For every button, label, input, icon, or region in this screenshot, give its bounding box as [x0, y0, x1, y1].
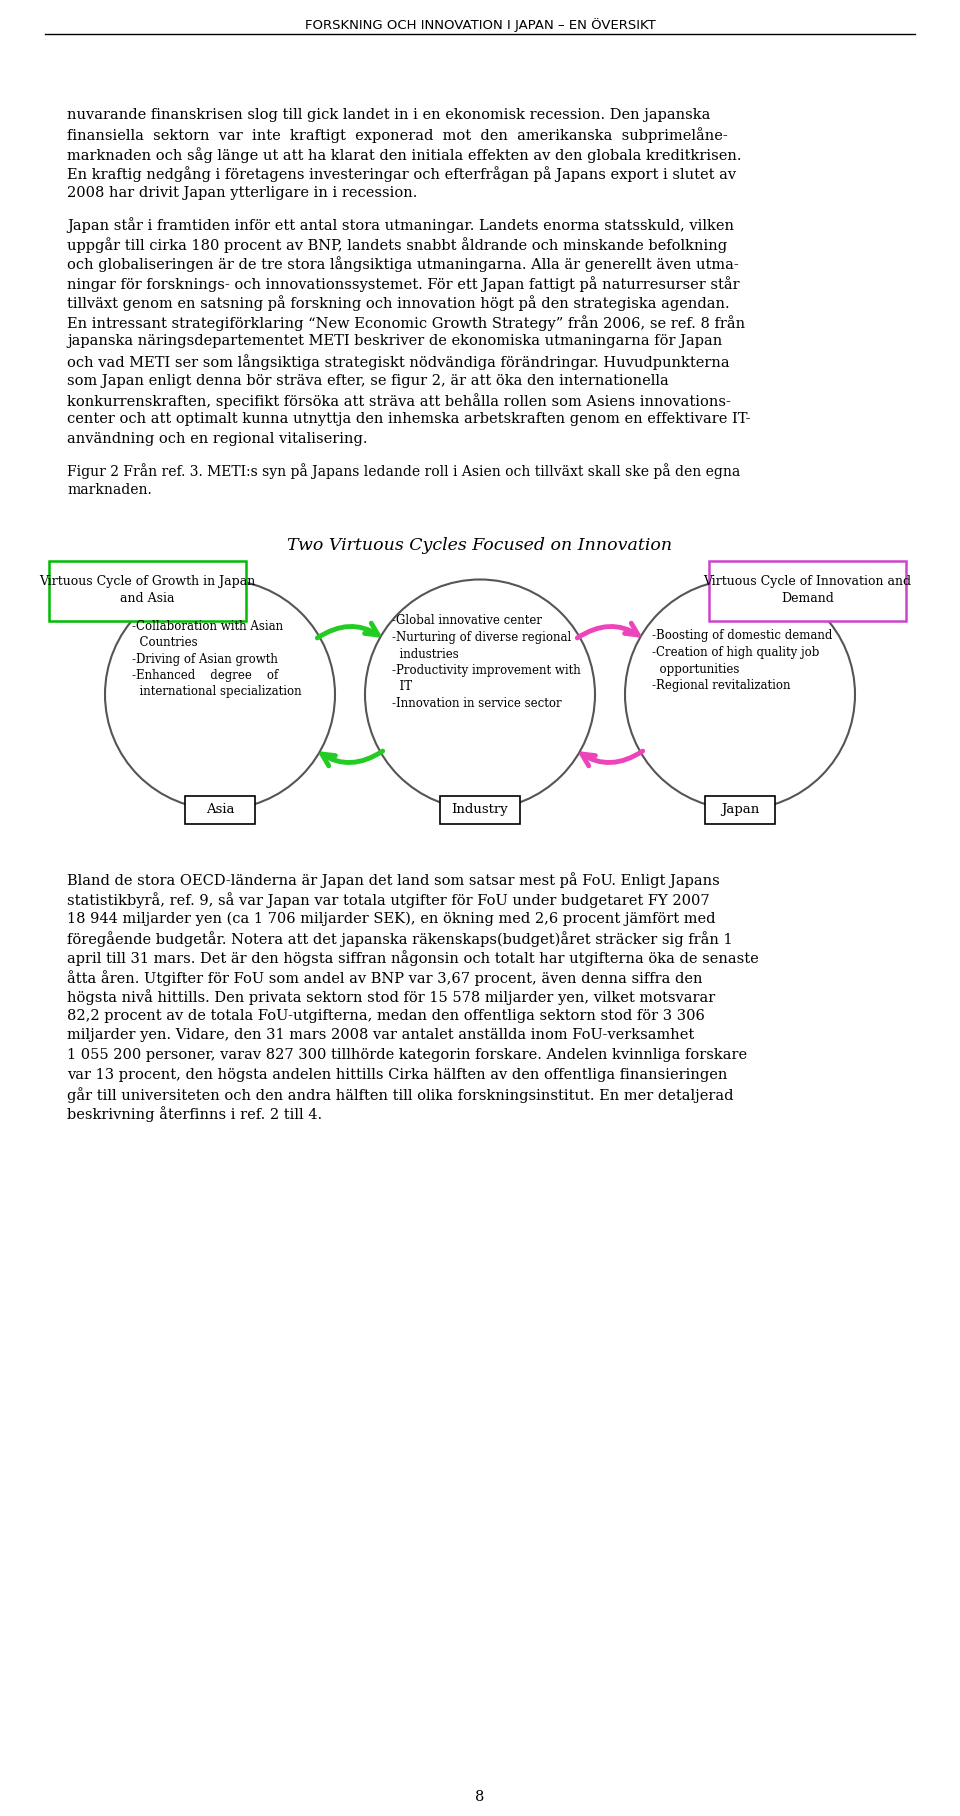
- Text: Virtuous Cycle of Growth in Japan
and Asia: Virtuous Cycle of Growth in Japan and As…: [39, 576, 255, 605]
- FancyBboxPatch shape: [440, 795, 520, 823]
- Text: var 13 procent, den högsta andelen hittills Cirka hälften av den offentliga fina: var 13 procent, den högsta andelen hitti…: [67, 1068, 728, 1082]
- Text: marknaden och såg länge ut att ha klarat den initiala effekten av den globala kr: marknaden och såg länge ut att ha klarat…: [67, 147, 741, 163]
- Text: marknaden.: marknaden.: [67, 483, 152, 498]
- Text: -Collaboration with Asian
  Countries
-Driving of Asian growth
-Enhanced    degr: -Collaboration with Asian Countries -Dri…: [132, 619, 301, 699]
- Text: åtta åren. Utgifter för FoU som andel av BNP var 3,67 procent, även denna siffra: åtta åren. Utgifter för FoU som andel av…: [67, 970, 703, 986]
- Text: statistikbyrå, ref. 9, så var Japan var totala utgifter för FoU under budgetaret: statistikbyrå, ref. 9, så var Japan var …: [67, 892, 709, 908]
- Text: uppgår till cirka 180 procent av BNP, landets snabbt åldrande och minskande befo: uppgår till cirka 180 procent av BNP, la…: [67, 238, 727, 252]
- Text: konkurrenskraften, specifikt försöka att sträva att behålla rollen som Asiens in: konkurrenskraften, specifikt försöka att…: [67, 392, 731, 409]
- Text: Japan står i framtiden inför ett antal stora utmaningar. Landets enorma statssku: Japan står i framtiden inför ett antal s…: [67, 218, 734, 234]
- Text: -Boosting of domestic demand
-Creation of high quality job
  opportunities
-Regi: -Boosting of domestic demand -Creation o…: [652, 630, 832, 692]
- Text: Two Virtuous Cycles Focused on Innovation: Two Virtuous Cycles Focused on Innovatio…: [287, 538, 673, 554]
- Text: tillväxt genom en satsning på forskning och innovation högt på den strategiska a: tillväxt genom en satsning på forskning …: [67, 296, 730, 311]
- Text: april till 31 mars. Det är den högsta siffran någonsin och totalt har utgifterna: april till 31 mars. Det är den högsta si…: [67, 950, 758, 966]
- Text: Japan: Japan: [721, 803, 759, 815]
- Text: och globaliseringen är de tre stora långsiktiga utmaningarna. Alla är generellt : och globaliseringen är de tre stora lång…: [67, 256, 739, 272]
- Text: användning och en regional vitalisering.: användning och en regional vitalisering.: [67, 432, 368, 447]
- Text: miljarder yen. Vidare, den 31 mars 2008 var antalet anställda inom FoU-verksamhe: miljarder yen. Vidare, den 31 mars 2008 …: [67, 1028, 694, 1042]
- Text: Industry: Industry: [451, 803, 509, 815]
- Text: och vad METI ser som långsiktiga strategiskt nödvändiga förändringar. Huvudpunkt: och vad METI ser som långsiktiga strateg…: [67, 354, 730, 370]
- Text: 8: 8: [475, 1791, 485, 1803]
- Text: 82,2 procent av de totala FoU-utgifterna, medan den offentliga sektorn stod för : 82,2 procent av de totala FoU-utgifterna…: [67, 1010, 705, 1022]
- FancyBboxPatch shape: [709, 561, 906, 621]
- Text: En kraftig nedgång i företagens investeringar och efterfrågan på Japans export i: En kraftig nedgång i företagens invester…: [67, 167, 736, 182]
- FancyBboxPatch shape: [705, 795, 775, 823]
- Text: beskrivning återfinns i ref. 2 till 4.: beskrivning återfinns i ref. 2 till 4.: [67, 1106, 323, 1122]
- Text: Figur 2 Från ref. 3. METI:s syn på Japans ledande roll i Asien och tillväxt skal: Figur 2 Från ref. 3. METI:s syn på Japan…: [67, 463, 740, 479]
- FancyBboxPatch shape: [185, 795, 255, 823]
- Text: Bland de stora OECD-länderna är Japan det land som satsar mest på FoU. Enligt Ja: Bland de stora OECD-länderna är Japan de…: [67, 872, 720, 888]
- Text: En intressant strategiförklaring “New Economic Growth Strategy” från 2006, se re: En intressant strategiförklaring “New Ec…: [67, 314, 745, 331]
- Text: 2008 har drivit Japan ytterligare in i recession.: 2008 har drivit Japan ytterligare in i r…: [67, 185, 418, 200]
- Text: nuvarande finanskrisen slog till gick landet in i en ekonomisk recession. Den ja: nuvarande finanskrisen slog till gick la…: [67, 107, 710, 122]
- Text: FORSKNING OCH INNOVATION I JAPAN – EN ÖVERSIKT: FORSKNING OCH INNOVATION I JAPAN – EN ÖV…: [304, 18, 656, 33]
- Text: Virtuous Cycle of Innovation and
Demand: Virtuous Cycle of Innovation and Demand: [704, 576, 912, 605]
- Text: finansiella  sektorn  var  inte  kraftigt  exponerad  mot  den  amerikanska  sub: finansiella sektorn var inte kraftigt ex…: [67, 127, 728, 143]
- Text: japanska näringsdepartementet METI beskriver de ekonomiska utmaningarna för Japa: japanska näringsdepartementet METI beskr…: [67, 334, 722, 349]
- Text: Asia: Asia: [205, 803, 234, 815]
- Text: -Global innovative center
-Nurturing of diverse regional
  industries
-Productiv: -Global innovative center -Nurturing of …: [392, 614, 581, 710]
- Text: högsta nivå hittills. Den privata sektorn stod för 15 578 miljarder yen, vilket : högsta nivå hittills. Den privata sektor…: [67, 990, 715, 1006]
- Text: går till universiteten och den andra hälften till olika forskningsinstitut. En m: går till universiteten och den andra häl…: [67, 1088, 733, 1102]
- Text: 1 055 200 personer, varav 827 300 tillhörde kategorin forskare. Andelen kvinnlig: 1 055 200 personer, varav 827 300 tillhö…: [67, 1048, 747, 1062]
- Text: center och att optimalt kunna utnyttja den inhemska arbetskraften genom en effek: center och att optimalt kunna utnyttja d…: [67, 412, 751, 427]
- Text: 18 944 miljarder yen (ca 1 706 miljarder SEK), en ökning med 2,6 procent jämfört: 18 944 miljarder yen (ca 1 706 miljarder…: [67, 912, 715, 926]
- Text: föregående budgetår. Notera att det japanska räkenskaps(budget)året sträcker sig: föregående budgetår. Notera att det japa…: [67, 932, 732, 946]
- Text: som Japan enligt denna bör sträva efter, se figur 2, är att öka den internatione: som Japan enligt denna bör sträva efter,…: [67, 374, 669, 387]
- FancyBboxPatch shape: [49, 561, 246, 621]
- Text: ningar för forsknings- och innovationssystemet. För ett Japan fattigt på naturre: ningar för forsknings- och innovationssy…: [67, 276, 739, 292]
